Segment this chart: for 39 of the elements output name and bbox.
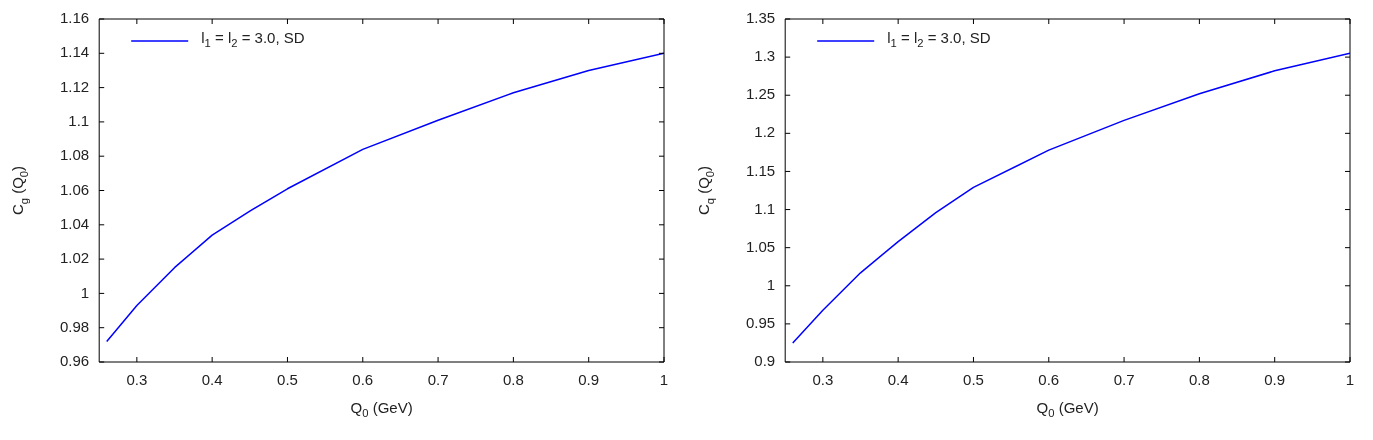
y-tick-label: 1.04 [59, 214, 90, 232]
y-tick-label: 1.02 [59, 249, 90, 267]
x-tick-label: 0.5 [963, 371, 984, 389]
x-tick-label: 0.8 [1188, 371, 1210, 389]
y-tick-label: 1.16 [59, 9, 90, 27]
y-tick-label: 1.3 [754, 47, 776, 65]
x-tick-label: 0.7 [1113, 371, 1135, 389]
y-tick-label: 1.35 [745, 9, 776, 27]
y-tick-label: 1 [766, 275, 776, 293]
x-tick-label: 0.9 [1264, 371, 1286, 389]
y-axis-title: Cg (Q0) [9, 165, 30, 216]
y-tick-label: 0.98 [59, 317, 90, 335]
y-tick-label: 0.95 [745, 314, 776, 332]
x-tick-label: 0.4 [887, 371, 909, 389]
y-tick-label: 1.25 [745, 85, 776, 103]
y-tick-label: 1.15 [745, 161, 776, 179]
x-tick-label: 1 [659, 371, 669, 389]
x-tick-label: 1 [1345, 371, 1355, 389]
y-tick-label: 1.1 [68, 112, 90, 130]
y-tick-label: 1.12 [59, 77, 90, 95]
x-tick-label: 0.7 [427, 371, 449, 389]
y-tick-label: 0.96 [59, 352, 90, 370]
x-tick-label: 0.8 [502, 371, 524, 389]
x-tick-label: 0.3 [126, 371, 148, 389]
x-tick-label: 0.6 [352, 371, 374, 389]
y-tick-label: 1 [80, 283, 90, 301]
y-axis-title: Cq (Q0) [695, 165, 716, 216]
x-tick-label: 0.3 [812, 371, 834, 389]
x-tick-label: 0.9 [578, 371, 600, 389]
y-tick-label: 1.14 [59, 43, 90, 61]
y-tick-label: 1.08 [59, 146, 90, 164]
x-tick-label: 0.6 [1038, 371, 1060, 389]
y-tick-label: 1.1 [754, 199, 776, 217]
y-tick-label: 1.05 [745, 237, 776, 255]
y-tick-label: 1.06 [59, 180, 90, 198]
x-tick-label: 0.4 [201, 371, 223, 389]
y-tick-label: 0.9 [754, 352, 776, 370]
x-tick-label: 0.5 [277, 371, 298, 389]
y-tick-label: 1.2 [754, 123, 776, 141]
